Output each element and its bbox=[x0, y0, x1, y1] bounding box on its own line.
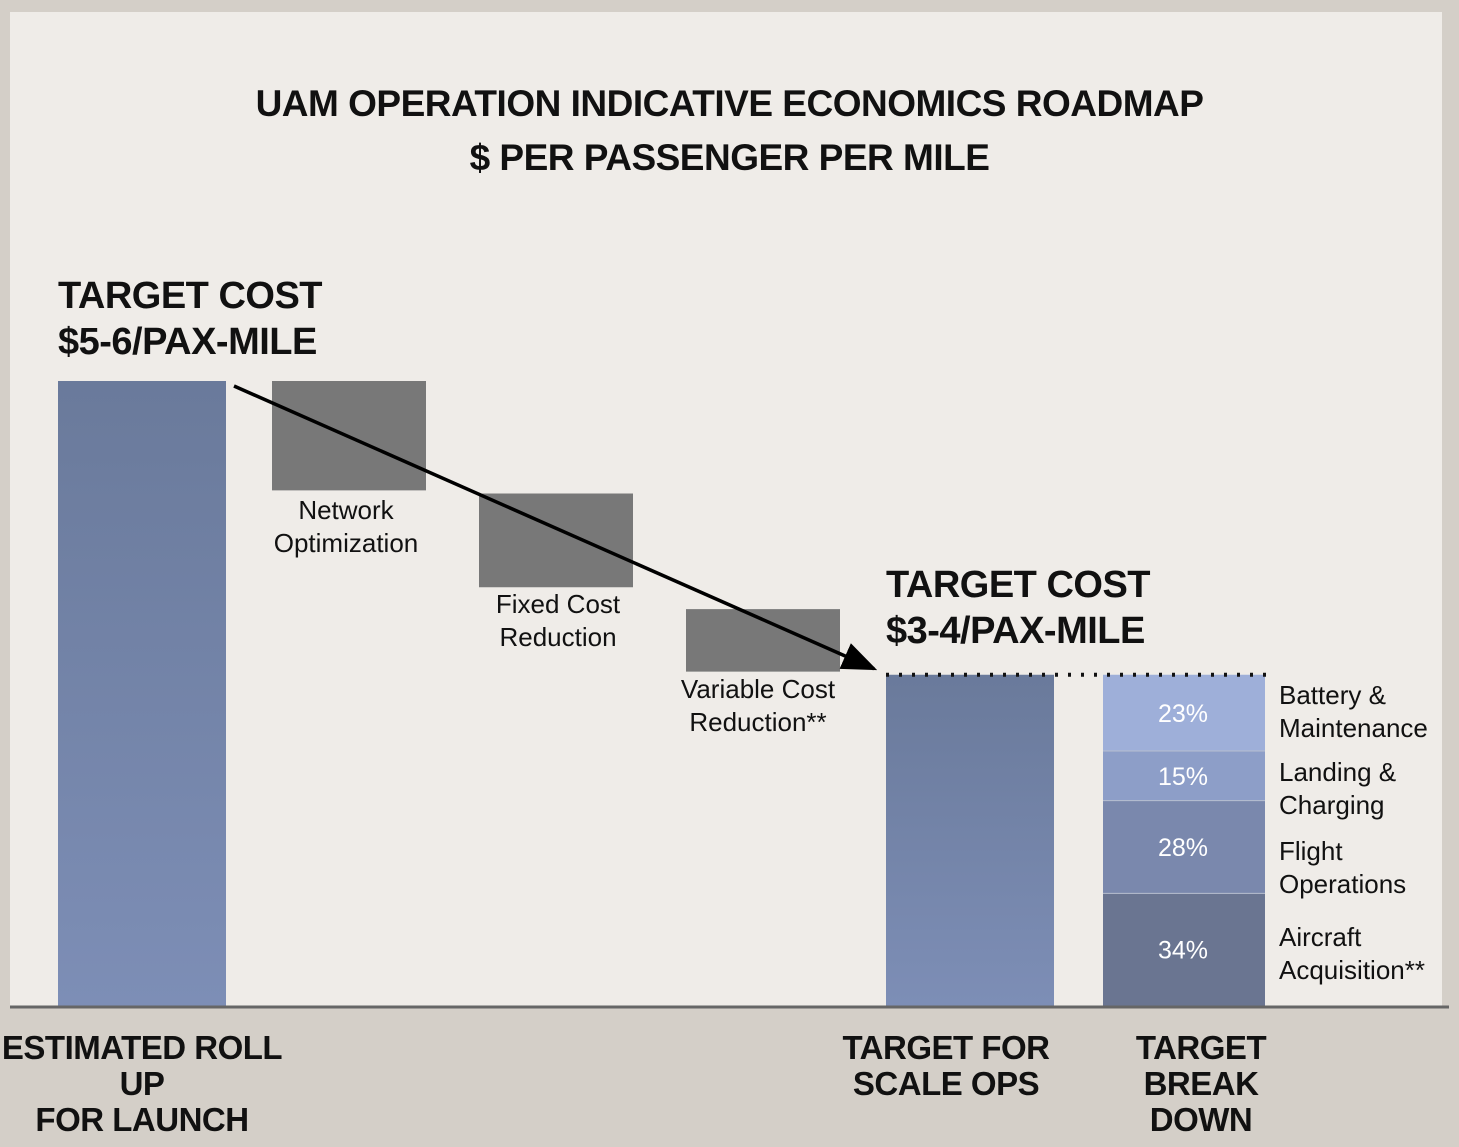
breakdown-segment bbox=[1103, 750, 1265, 801]
trend-arrow bbox=[233, 384, 878, 671]
segment-percent-label: 34% bbox=[1158, 937, 1208, 965]
end-bar bbox=[886, 674, 1054, 1006]
segment-label-landing-charging: Landing & Charging bbox=[1279, 757, 1397, 820]
step-label-network-optimization: Network Optimization bbox=[273, 495, 419, 558]
segment-label-battery-maintenance: Battery & Maintenance bbox=[1279, 680, 1428, 743]
step-label-variable-cost-reduction: Variable Cost Reduction** bbox=[680, 674, 836, 737]
start-bar bbox=[58, 381, 226, 1006]
start-target-label: TARGET COST $5-6/PAX-MILE bbox=[58, 273, 323, 365]
chart-title: UAM OPERATION INDICATIVE ECONOMICS ROADM… bbox=[255, 83, 1204, 124]
category-label-target-breakdown: TARGET BREAK DOWN bbox=[1135, 1029, 1267, 1138]
segment-percent-label: 15% bbox=[1158, 763, 1208, 791]
step-bar bbox=[479, 493, 633, 588]
segment-label-flight-operations: Flight Operations bbox=[1279, 836, 1407, 899]
start-target-line2: $5-6/PAX-MILE bbox=[58, 321, 317, 363]
start-target-line1: TARGET COST bbox=[58, 275, 323, 317]
step-label-fixed-cost-reduction: Fixed Cost Reduction bbox=[495, 589, 621, 652]
segment-percent-label: 23% bbox=[1158, 700, 1208, 728]
end-target-line2: $3-4/PAX-MILE bbox=[886, 610, 1145, 652]
category-label-target-scale-ops: TARGET FOR SCALE OPS bbox=[842, 1029, 1050, 1102]
segment-percent-label: 28% bbox=[1158, 834, 1208, 862]
breakdown-segment bbox=[1103, 800, 1265, 894]
segment-label-aircraft-acquisition: Aircraft Acquisition** bbox=[1279, 922, 1425, 985]
end-target-line1: TARGET COST bbox=[886, 564, 1151, 606]
chart-subtitle: $ PER PASSENGER PER MILE bbox=[469, 137, 990, 178]
breakdown-segment bbox=[1103, 674, 1265, 751]
category-label-estimated-rollup: ESTIMATED ROLL UP FOR LAUNCH bbox=[1, 1029, 283, 1138]
end-target-label: TARGET COST $3-4/PAX-MILE bbox=[886, 562, 1151, 654]
breakdown-segment bbox=[1103, 893, 1265, 1006]
